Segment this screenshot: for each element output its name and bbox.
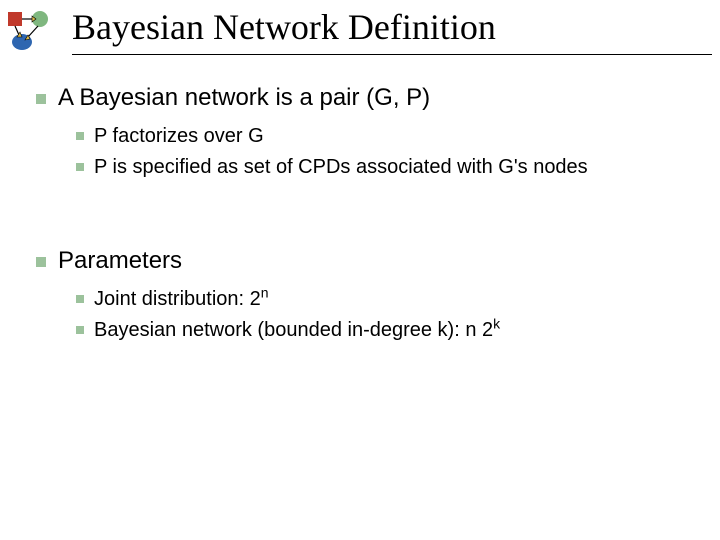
square-bullet-icon	[76, 163, 84, 171]
slide-title: Bayesian Network Definition	[72, 6, 496, 48]
l2-text-pre: Joint distribution: 2	[94, 288, 261, 310]
l2-text: P factorizes over G	[94, 125, 264, 147]
l2-text: P is specified as set of CPDs associated…	[94, 156, 588, 178]
square-bullet-icon	[36, 257, 46, 267]
square-bullet-icon	[76, 132, 84, 140]
l2-text-pre: Bayesian network (bounded in-degree k): …	[94, 319, 493, 341]
spacer	[36, 185, 696, 245]
l2-text-sup: k	[493, 316, 500, 332]
square-bullet-icon	[36, 94, 46, 104]
slide-content: A Bayesian network is a pair (G, P) P fa…	[36, 82, 696, 348]
title-row: Bayesian Network Definition	[0, 0, 720, 70]
slide: Bayesian Network Definition A Bayesian n…	[0, 0, 720, 540]
list-item: Joint distribution: 2n	[76, 286, 696, 313]
list-item: P factorizes over G	[76, 123, 696, 150]
l1-text: Parameters	[58, 247, 182, 274]
list-item: P is specified as set of CPDs associated…	[76, 154, 696, 181]
square-bullet-icon	[76, 295, 84, 303]
list-item: Bayesian network (bounded in-degree k): …	[76, 317, 696, 344]
l2-text-sup: n	[261, 285, 269, 301]
l1-text: A Bayesian network is a pair (G, P)	[58, 84, 430, 111]
square-bullet-icon	[76, 326, 84, 334]
network-logo-icon	[6, 10, 54, 52]
title-underline	[72, 54, 712, 55]
list-item: Parameters	[36, 245, 696, 276]
list-item: A Bayesian network is a pair (G, P)	[36, 82, 696, 113]
